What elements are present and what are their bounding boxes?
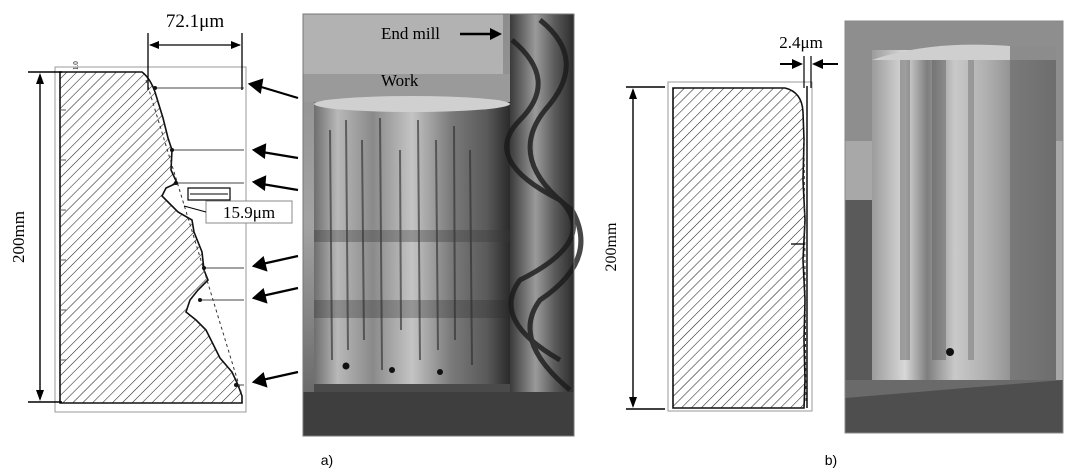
deviation-label: 15.9μm (223, 203, 275, 222)
deviation-inset (183, 187, 293, 224)
end-mill-label: End mill (381, 24, 440, 43)
work-photo-b (844, 20, 1064, 434)
end-mill-arrow (460, 28, 502, 40)
profile-drawing-a: 1.0 200mm (9, 11, 299, 413)
height-dimension-label-a: 200mm (9, 211, 28, 263)
height-dimension-a (28, 71, 62, 403)
width-dimension-a (147, 33, 243, 90)
panel-b-caption: b) (825, 452, 837, 468)
profile-frame (54, 66, 247, 413)
axis-marker-label: 1.0 (72, 61, 80, 70)
panel-a-caption: a) (321, 452, 333, 468)
height-dimension-b (626, 86, 665, 410)
measured-profile (59, 71, 243, 404)
height-dimension-label-b: 200mm (603, 222, 620, 271)
tool-marks (329, 117, 473, 371)
surface-streaks-b (900, 60, 974, 360)
width-dimension-label-a: 72.1μm (166, 11, 224, 32)
width-dimension-label-b: 2.4μm (779, 33, 823, 52)
reference-dash-b (803, 139, 807, 405)
work-cylinder (314, 102, 510, 384)
work-label: Work (381, 71, 419, 90)
reference-line (145, 79, 243, 396)
pointer-arrows-a (247, 78, 299, 388)
work-photo-a: End mill Work (302, 13, 584, 437)
profile-frame-b (667, 81, 813, 412)
width-dimension-b (780, 56, 838, 88)
profile-point-markers (153, 86, 238, 387)
measured-profile-b (672, 87, 806, 409)
profile-drawing-b: 200mm 2.4μm (603, 33, 838, 412)
end-mill-flutes (504, 18, 584, 392)
leader-lines (155, 87, 244, 386)
